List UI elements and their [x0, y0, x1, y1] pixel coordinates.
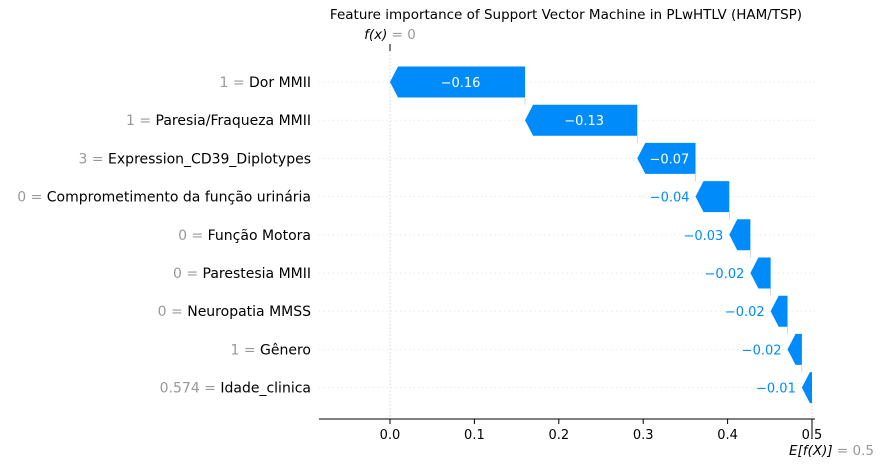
- feature-name: Idade_clinica: [220, 381, 311, 397]
- feature-value: 0 =: [173, 266, 203, 282]
- bar-arrow: [637, 142, 696, 174]
- feature-label: 1 = Paresia/Fraqueza MMII: [126, 113, 311, 129]
- bar-arrow: [770, 295, 788, 327]
- base-label: E[f(X)] = 0.5: [789, 443, 874, 459]
- feature-name: Gênero: [260, 342, 311, 358]
- feature-label: 0.574 = Idade_clinica: [160, 381, 311, 397]
- feature-name: Parestesia MMII: [203, 266, 311, 282]
- bar-arrow: [695, 181, 730, 213]
- feature-label: 1 = Dor MMII: [219, 75, 311, 91]
- feature-label: 0 = Comprometimento da função urinária: [17, 190, 311, 206]
- feature-name: Dor MMII: [249, 75, 311, 91]
- bar-value-label: −0.16: [441, 76, 481, 91]
- x-tick-label: 0.4: [717, 428, 738, 443]
- feature-name: Comprometimento da função urinária: [47, 190, 311, 206]
- bar-arrow: [787, 333, 802, 365]
- bar-value-label: −0.01: [756, 382, 796, 397]
- bars-layer: [390, 66, 812, 404]
- fx-label-eq: =: [387, 27, 407, 43]
- feature-label: 0 = Neuropatia MMSS: [158, 304, 311, 320]
- x-tick-label: 0.2: [548, 428, 569, 443]
- feature-name: Expression_CD39_Diplotypes: [108, 151, 311, 167]
- bar-value-label: −0.07: [649, 152, 689, 167]
- base-label-eq: =: [833, 443, 853, 459]
- bar-value-label: −0.02: [742, 343, 782, 358]
- fx-label: f(x) = 0: [364, 27, 416, 43]
- bar-value-label: −0.02: [705, 267, 745, 282]
- fx-label-value: 0: [407, 27, 416, 43]
- bar-arrow: [525, 104, 638, 136]
- feature-value: 1 =: [219, 75, 249, 91]
- feature-name: Paresia/Fraqueza MMII: [156, 113, 311, 129]
- bar-value-label: −0.03: [683, 229, 723, 244]
- bar-arrow: [729, 219, 751, 251]
- bar-value-label: −0.13: [564, 114, 604, 129]
- fx-label-name: f(x): [364, 27, 387, 43]
- x-tick-label: 0.3: [633, 428, 654, 443]
- bar-labels-layer: −0.16 −0.13 −0.07 −0.04 −0.03 −0.02 −0.02 −0.02…: [441, 76, 796, 397]
- feature-value: 0.574 =: [160, 381, 221, 397]
- feature-value: 0 =: [178, 228, 208, 244]
- feature-value: 3 =: [79, 151, 109, 167]
- bar-arrow: [750, 257, 771, 289]
- x-tick-label: 0.0: [380, 428, 401, 443]
- x-tick-label: 0.1: [464, 428, 485, 443]
- base-annotation: E[f(X)] = 0.5: [789, 419, 874, 459]
- feature-label: 0 = Parestesia MMII: [173, 266, 311, 282]
- feature-name: Neuropatia MMSS: [187, 304, 311, 320]
- feature-label: 1 = Gênero: [230, 342, 311, 358]
- bar-arrow: [390, 66, 526, 98]
- feature-value: 0 =: [158, 304, 188, 320]
- fx-annotation: f(x) = 0: [364, 27, 416, 51]
- chart-title: Feature importance of Support Vector Mac…: [330, 7, 802, 23]
- feature-name: Função Motora: [208, 228, 311, 244]
- base-label-value: 0.5: [853, 443, 874, 459]
- base-label-name: E[f(X)]: [789, 443, 833, 459]
- feature-value: 0 =: [17, 190, 47, 206]
- feature-value: 1 =: [230, 342, 260, 358]
- x-ticks-layer: 0.0 0.1 0.2 0.3 0.4 0.5: [380, 419, 822, 443]
- bar-value-label: −0.02: [725, 305, 765, 320]
- bar-value-label: −0.04: [650, 191, 690, 206]
- feature-label: 0 = Função Motora: [178, 228, 311, 244]
- feature-label: 3 = Expression_CD39_Diplotypes: [79, 151, 312, 167]
- feature-value: 1 =: [126, 113, 156, 129]
- bar-arrow: [801, 372, 812, 404]
- connector-layer: [524, 97, 803, 373]
